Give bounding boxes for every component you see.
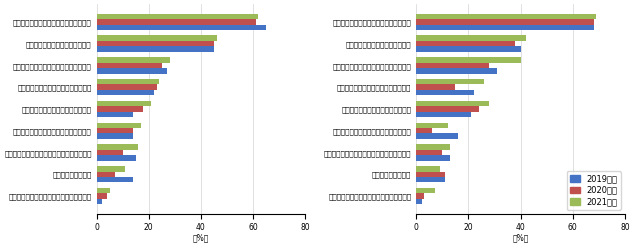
- Bar: [96, 14, 258, 19]
- Bar: [96, 90, 154, 95]
- Bar: [417, 199, 422, 204]
- Bar: [417, 106, 479, 112]
- X-axis label: （%）: （%）: [512, 234, 529, 243]
- Bar: [96, 155, 136, 161]
- Bar: [417, 57, 521, 63]
- Bar: [417, 63, 489, 68]
- Bar: [96, 199, 101, 204]
- Bar: [417, 25, 593, 30]
- Bar: [96, 41, 214, 46]
- Bar: [417, 144, 450, 150]
- Bar: [96, 79, 159, 84]
- Bar: [96, 128, 133, 133]
- Bar: [417, 155, 450, 161]
- Bar: [96, 57, 169, 63]
- Bar: [417, 150, 443, 155]
- Bar: [96, 36, 217, 41]
- Bar: [96, 46, 214, 52]
- Bar: [417, 46, 521, 52]
- Bar: [96, 112, 133, 117]
- Bar: [417, 133, 458, 139]
- Bar: [96, 150, 122, 155]
- Bar: [417, 84, 455, 90]
- Legend: 2019年度, 2020年度, 2021年度: 2019年度, 2020年度, 2021年度: [567, 171, 621, 209]
- Bar: [96, 166, 126, 171]
- Bar: [96, 63, 162, 68]
- Bar: [96, 68, 167, 74]
- Bar: [417, 36, 526, 41]
- Bar: [96, 193, 107, 199]
- Bar: [417, 193, 424, 199]
- Bar: [417, 166, 440, 171]
- Bar: [417, 188, 434, 193]
- Bar: [417, 171, 445, 177]
- Bar: [96, 177, 133, 183]
- Bar: [96, 123, 141, 128]
- Bar: [417, 41, 515, 46]
- Bar: [417, 68, 497, 74]
- Bar: [96, 84, 157, 90]
- Bar: [96, 188, 110, 193]
- Bar: [417, 90, 474, 95]
- Bar: [96, 144, 138, 150]
- Bar: [417, 177, 445, 183]
- X-axis label: （%）: （%）: [193, 234, 209, 243]
- Bar: [417, 128, 432, 133]
- Bar: [96, 19, 256, 25]
- Bar: [96, 106, 143, 112]
- Bar: [96, 101, 152, 106]
- Bar: [417, 101, 489, 106]
- Bar: [417, 123, 448, 128]
- Bar: [417, 14, 597, 19]
- Bar: [96, 171, 115, 177]
- Bar: [417, 112, 471, 117]
- Bar: [96, 25, 266, 30]
- Bar: [417, 19, 593, 25]
- Bar: [417, 79, 484, 84]
- Bar: [96, 133, 133, 139]
